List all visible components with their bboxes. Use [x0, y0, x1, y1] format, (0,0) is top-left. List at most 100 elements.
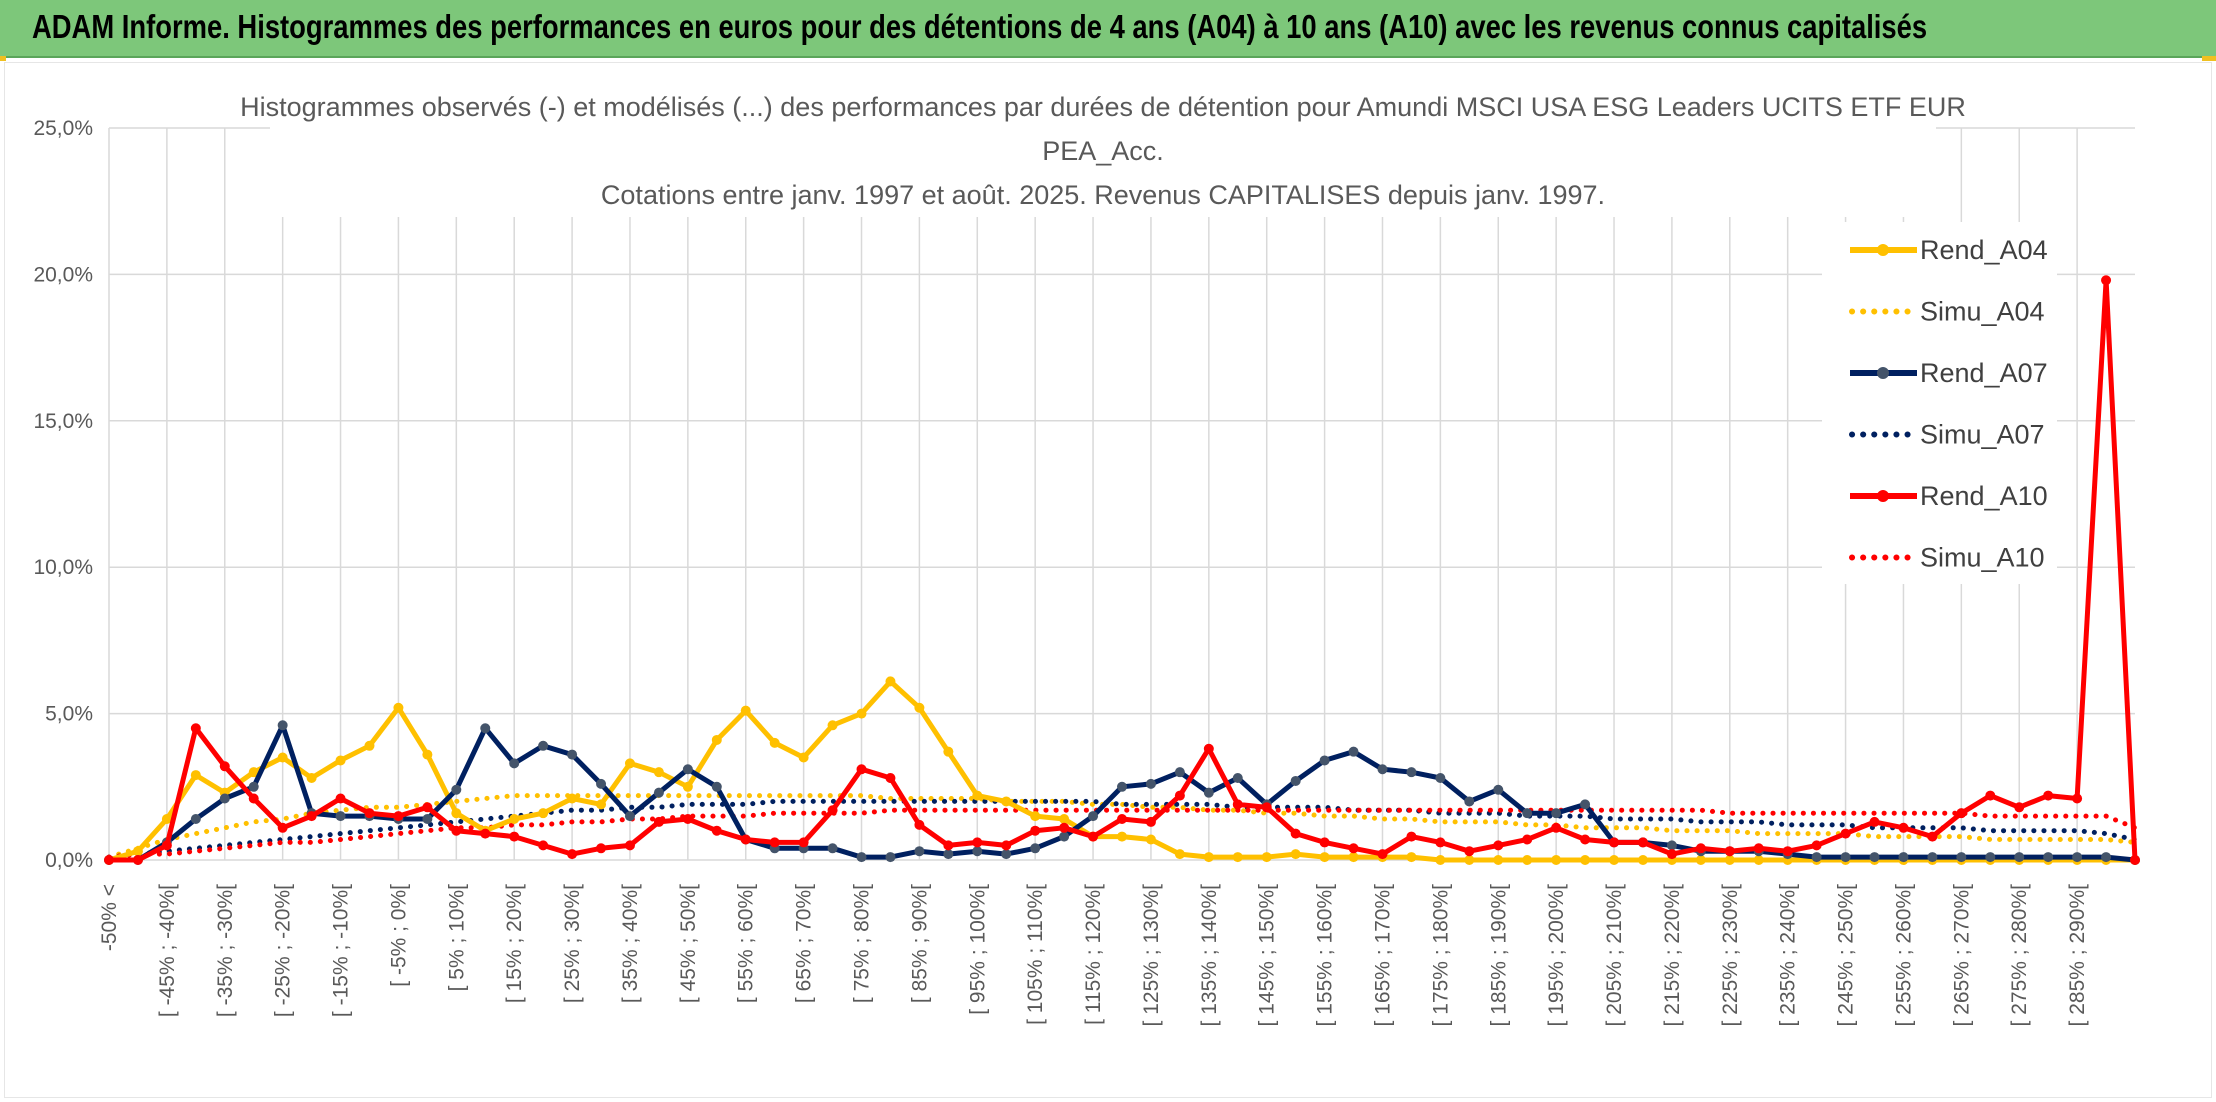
chart-title-line-2: PEA_Acc. — [1042, 136, 1164, 166]
data-point-rend-a04 — [509, 814, 520, 825]
data-point-rend-a10 — [885, 773, 896, 784]
data-point-rend-a04 — [538, 808, 549, 819]
data-point-rend-a04 — [1493, 855, 1504, 865]
data-point-rend-a04 — [1290, 849, 1301, 860]
data-point-rend-a04 — [827, 720, 838, 731]
data-point-rend-a07 — [480, 723, 491, 734]
x-tick-label: [ -5% ; 0%[ — [387, 884, 410, 987]
data-point-rend-a07 — [1145, 778, 1156, 789]
x-tick-label: [ 285% ; 290%[ — [2066, 884, 2089, 1027]
chart-title-line-3: Cotations entre janv. 1997 et août. 2025… — [601, 180, 1605, 210]
data-point-rend-a07 — [943, 849, 954, 860]
data-point-rend-a07 — [1551, 808, 1562, 819]
data-point-rend-a04 — [1232, 852, 1243, 863]
data-point-rend-a10 — [2014, 802, 2025, 813]
data-point-rend-a10 — [1377, 849, 1388, 860]
data-point-rend-a10 — [393, 811, 404, 822]
x-tick-label: [ 85% ; 90%[ — [908, 884, 931, 1003]
data-point-rend-a10 — [538, 840, 549, 851]
data-point-rend-a07 — [1088, 811, 1099, 822]
data-point-rend-a10 — [1001, 840, 1012, 851]
data-point-rend-a04 — [943, 746, 954, 757]
data-point-rend-a07 — [2014, 852, 2025, 863]
legend-marker-rend-a07 — [1877, 367, 1889, 379]
data-point-rend-a04 — [306, 773, 317, 784]
data-point-rend-a07 — [1406, 767, 1417, 778]
data-point-rend-a10 — [1261, 802, 1272, 813]
data-point-rend-a10 — [1319, 837, 1330, 848]
x-tick-label: [ 5% ; 10%[ — [445, 884, 468, 992]
data-point-rend-a10 — [2072, 793, 2083, 804]
data-point-rend-a10 — [624, 840, 635, 851]
data-point-rend-a04 — [1319, 852, 1330, 863]
data-point-rend-a10 — [1522, 834, 1533, 845]
data-point-rend-a04 — [1464, 855, 1475, 865]
x-tick-label: [ 195% ; 200%[ — [1545, 884, 1568, 1027]
data-point-rend-a10 — [798, 837, 809, 848]
data-point-rend-a04 — [682, 781, 693, 792]
data-point-rend-a04 — [1551, 855, 1562, 865]
data-point-rend-a07 — [914, 846, 925, 857]
data-point-rend-a10 — [740, 834, 751, 845]
data-point-rend-a10 — [277, 822, 288, 833]
data-point-rend-a07 — [509, 758, 520, 769]
data-point-rend-a10 — [682, 814, 693, 825]
data-point-rend-a10 — [1869, 816, 1880, 827]
frame-accent-right — [2202, 56, 2216, 61]
data-point-rend-a10 — [132, 855, 143, 865]
x-axis: -50% < [ -45% ; -40%[[ -35% ; -30%[[ -25%… — [98, 884, 2089, 1027]
x-tick-label: [ 135% ; 140%[ — [1198, 884, 1221, 1027]
data-point-rend-a07 — [827, 843, 838, 854]
x-tick-label: [ 205% ; 210%[ — [1603, 884, 1626, 1027]
data-point-rend-a04 — [624, 758, 635, 769]
data-point-rend-a07 — [1985, 852, 1996, 863]
x-tick-label: [ 165% ; 170%[ — [1371, 884, 1394, 1027]
report-header-banner: ADAM Informe. Histogrammes des performan… — [0, 0, 2216, 58]
x-tick-label: [ 45% ; 50%[ — [677, 884, 700, 1003]
data-point-rend-a07 — [1869, 852, 1880, 863]
x-tick-label: [ 225% ; 230%[ — [1719, 884, 1742, 1027]
legend-background — [1822, 222, 2057, 584]
data-point-rend-a07 — [1348, 746, 1359, 757]
x-tick-label: [ 15% ; 20%[ — [503, 884, 526, 1003]
y-tick-label: 25,0% — [33, 117, 93, 140]
x-tick-label: [ 35% ; 40%[ — [619, 884, 642, 1003]
data-point-rend-a10 — [596, 843, 607, 854]
data-point-rend-a04 — [1001, 796, 1012, 807]
data-point-rend-a04 — [277, 752, 288, 763]
y-tick-label: 0,0% — [45, 849, 93, 872]
x-tick-label: [ 185% ; 190%[ — [1487, 884, 1510, 1027]
data-point-rend-a07 — [1203, 787, 1214, 798]
x-tick-label: [ 235% ; 240%[ — [1777, 884, 1800, 1027]
x-tick-label: [ -25% ; -20%[ — [272, 884, 295, 1017]
data-point-rend-a07 — [1059, 831, 1070, 842]
x-tick-label: [ 275% ; 280%[ — [2008, 884, 2031, 1027]
data-point-rend-a10 — [364, 808, 375, 819]
legend-label-simu-a07: Simu_A07 — [1920, 420, 2045, 450]
frame-accent-left — [0, 56, 6, 61]
data-point-rend-a04 — [1261, 852, 1272, 863]
data-point-rend-a07 — [885, 852, 896, 863]
data-point-rend-a10 — [1637, 837, 1648, 848]
report-title: ADAM Informe. Histogrammes des performan… — [32, 8, 1928, 45]
data-point-rend-a04 — [1030, 811, 1041, 822]
data-point-rend-a07 — [1464, 796, 1475, 807]
data-point-rend-a04 — [1637, 855, 1648, 865]
data-point-rend-a10 — [480, 828, 491, 839]
x-tick-label: [ 65% ; 70%[ — [793, 884, 816, 1003]
data-point-rend-a07 — [653, 787, 664, 798]
legend-label-simu-a04: Simu_A04 — [1920, 297, 2045, 327]
data-point-rend-a07 — [2101, 852, 2112, 863]
data-point-rend-a10 — [1493, 840, 1504, 851]
data-point-rend-a10 — [306, 811, 317, 822]
chart-legend: Rend_A04 Simu_A04 Rend_A07 Simu_A07 Rend_A10… — [1822, 222, 2057, 584]
x-tick-label: [ 145% ; 150%[ — [1256, 884, 1279, 1027]
x-tick-label: [ 25% ; 30%[ — [561, 884, 584, 1003]
data-point-rend-a04 — [451, 808, 462, 819]
data-point-rend-a10 — [1609, 837, 1620, 848]
series-layer — [104, 275, 2140, 865]
data-point-rend-a04 — [856, 708, 867, 719]
y-tick-label: 10,0% — [33, 556, 93, 579]
data-point-rend-a10 — [509, 831, 520, 842]
data-point-rend-a07 — [1117, 781, 1127, 792]
